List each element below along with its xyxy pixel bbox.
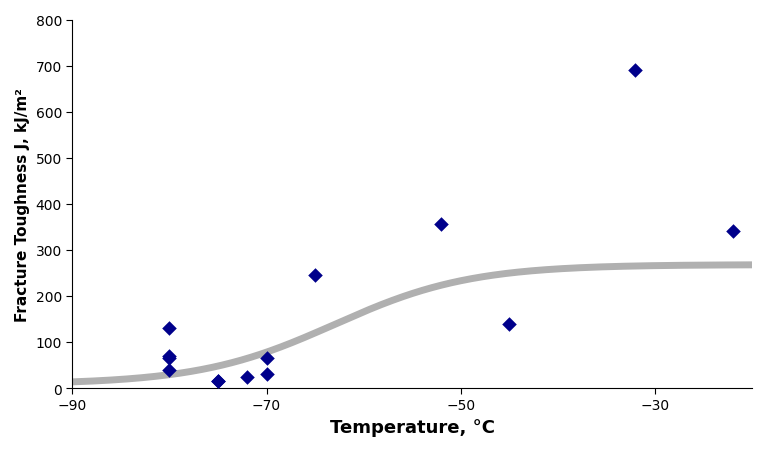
Point xyxy=(503,320,515,327)
Point xyxy=(163,366,176,373)
Point xyxy=(261,354,273,362)
Point xyxy=(241,373,253,380)
Point xyxy=(309,272,321,279)
Point xyxy=(163,354,176,362)
Point xyxy=(163,352,176,359)
Point xyxy=(163,325,176,332)
Point xyxy=(261,371,273,378)
Point xyxy=(726,228,739,235)
X-axis label: Temperature, °C: Temperature, °C xyxy=(330,418,495,436)
Point xyxy=(435,221,447,229)
Point xyxy=(212,377,224,385)
Y-axis label: Fracture Toughness J, kJ/m²: Fracture Toughness J, kJ/m² xyxy=(15,87,30,321)
Point xyxy=(212,377,224,385)
Point xyxy=(630,67,642,74)
